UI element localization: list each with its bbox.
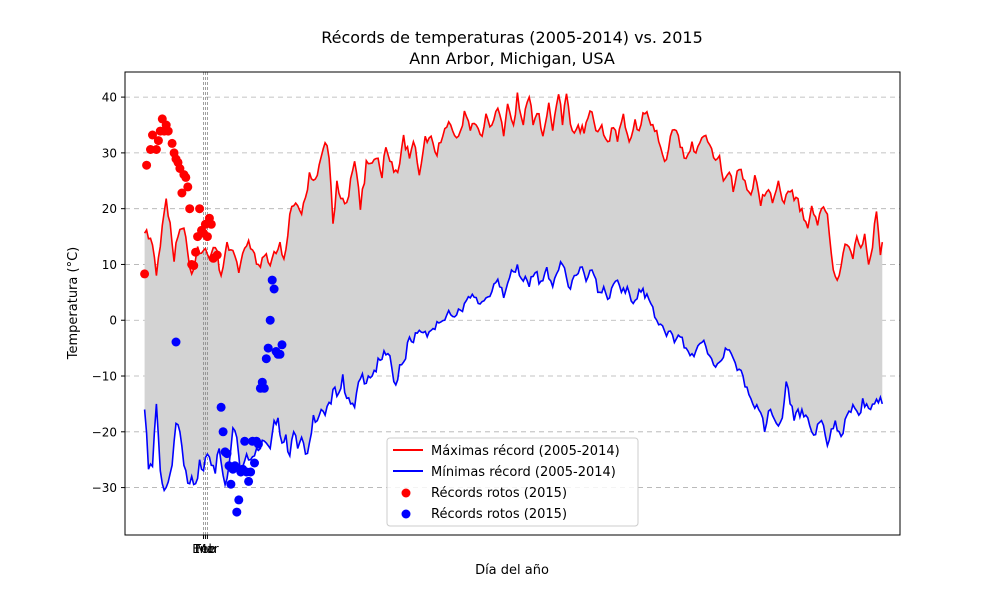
- broken-min-point: [246, 467, 256, 477]
- legend-label-min-records: Mínimas récord (2005-2014): [431, 465, 616, 480]
- broken-min-point: [244, 476, 254, 486]
- series-line-max-records: [143, 92, 884, 282]
- y-tick-label: 0: [109, 314, 117, 328]
- broken-max-point: [185, 204, 195, 214]
- broken-min-point: [275, 349, 285, 359]
- broken-min-point: [240, 436, 250, 446]
- plot-frame: [124, 71, 901, 536]
- broken-max-point: [189, 261, 199, 271]
- y-tick-label: −20: [92, 425, 117, 439]
- broken-max-point: [167, 138, 177, 148]
- broken-min-point: [232, 507, 242, 517]
- broken-min-point: [250, 458, 259, 468]
- broken-min-point: [263, 343, 273, 353]
- broken-max-point: [163, 126, 173, 136]
- broken-max-point: [153, 136, 163, 146]
- broken-min-point: [216, 402, 226, 412]
- broken-min-point: [171, 337, 181, 347]
- broken-min-point: [226, 479, 236, 489]
- broken-max-point: [202, 232, 212, 242]
- legend-swatch-broken-min-dot: [401, 509, 411, 519]
- record-lines: [143, 92, 884, 493]
- broken-min-point: [267, 275, 277, 285]
- broken-max-point: [151, 145, 161, 154]
- x-axis-label: Día del año: [475, 563, 549, 578]
- series-line-min-records: [143, 259, 884, 493]
- broken-min-point: [269, 284, 279, 294]
- legend: Máximas récord (2005-2014) Mínimas récor…: [386, 437, 639, 527]
- legend-box: [386, 437, 639, 527]
- broken-min-point: [222, 449, 232, 459]
- y-tick-label: 30: [102, 146, 117, 160]
- broken-max-point: [177, 188, 187, 198]
- y-tick-label: 20: [102, 202, 117, 216]
- legend-label-max-records: Máximas récord (2005-2014): [431, 444, 620, 459]
- y-tick-label: 40: [102, 91, 117, 105]
- legend-swatch-broken-max-dot: [401, 488, 411, 498]
- range-fill-area: [144, 92, 883, 491]
- x-tick-label: Ene: [192, 542, 215, 556]
- y-axis-ticks: −30 −20 −10 0 10 20 30 40: [92, 91, 125, 495]
- chart-subtitle: Ann Arbor, Michigan, USA: [409, 49, 615, 68]
- broken-min-point: [218, 427, 228, 437]
- broken-max-point: [212, 250, 222, 260]
- y-axis-label: Temperatura (°C): [66, 247, 81, 360]
- broken-min-point: [261, 354, 271, 364]
- y-tick-label: −30: [92, 481, 117, 495]
- y-tick-label: −10: [92, 370, 117, 384]
- broken-max-point: [183, 182, 193, 192]
- broken-min-point: [234, 495, 244, 505]
- broken-max-point: [195, 204, 205, 214]
- record-range-fill: [144, 92, 883, 491]
- broken-max-point: [181, 172, 191, 182]
- broken-max-point: [142, 160, 152, 170]
- broken-max-point: [148, 130, 157, 140]
- x-tick-label: Mar: [196, 542, 219, 556]
- broken-max-point: [140, 269, 150, 279]
- y-tick-label: 10: [102, 258, 117, 272]
- broken-min-point: [277, 340, 287, 350]
- broken-max-point: [206, 219, 216, 229]
- broken-min-point: [253, 439, 263, 449]
- chart-title: Récords de temperaturas (2005-2014) vs. …: [321, 28, 703, 47]
- x-tick-label: Feb: [195, 542, 216, 556]
- legend-label-broken-max: Récords rotos (2015): [431, 486, 567, 501]
- broken-record-points: [140, 114, 287, 517]
- legend-label-broken-min: Récords rotos (2015): [431, 507, 567, 522]
- broken-min-point: [230, 461, 240, 471]
- broken-max-point: [191, 247, 201, 257]
- broken-min-point: [265, 315, 275, 325]
- broken-min-point: [259, 383, 269, 393]
